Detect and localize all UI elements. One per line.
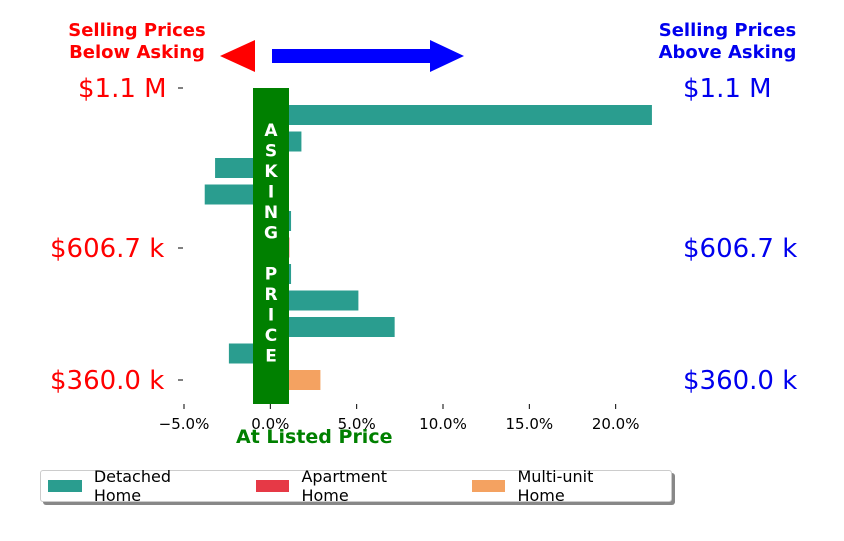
legend-swatch-detached	[48, 480, 82, 492]
bar-7	[270, 290, 359, 311]
asking-band-letter: N	[264, 203, 278, 223]
asking-band-letter: K	[264, 162, 278, 182]
legend-item-multi-unit: Multi-unit Home	[471, 467, 645, 505]
x-axis: −5.0% 0.0% 5.0% 10.0% 15.0% 20.0%	[159, 87, 640, 433]
left-arrow-icon	[220, 40, 255, 72]
x-tick-label: 15.0%	[506, 415, 554, 433]
listed-price-label: At Listed Price	[236, 426, 393, 448]
asking-band-rect	[253, 88, 289, 404]
asking-band-letter: S	[265, 142, 277, 162]
legend-swatch-apartment	[255, 480, 290, 492]
asking-band-letter: I	[268, 306, 274, 326]
legend-label-multi-unit: Multi-unit Home	[517, 467, 594, 505]
asking-band-letter: G	[264, 224, 278, 244]
legend: Detached Home Apartment Home Multi-unit …	[40, 467, 672, 505]
legend-item-detached: Detached Home	[48, 467, 223, 505]
price-label-left-mid: $606.7 k	[50, 234, 165, 264]
legend-label-apartment: Apartment Home	[301, 467, 388, 505]
asking-band-letter: E	[265, 347, 277, 367]
asking-band-letter: C	[265, 326, 277, 346]
price-label-right-bottom: $360.0 k	[683, 366, 798, 396]
x-tick-label: 5.0%	[338, 415, 376, 433]
header-below-asking: Selling Prices Below Asking	[68, 20, 206, 63]
bar-8	[270, 317, 395, 337]
legend-swatch-multi-unit	[471, 480, 506, 492]
legend-item-apartment: Apartment Home	[255, 467, 439, 505]
x-tick-label: 10.0%	[419, 415, 467, 433]
price-label-right-mid: $606.7 k	[683, 234, 798, 264]
direction-arrows	[220, 40, 464, 72]
asking-band-letter: P	[265, 265, 277, 285]
asking-band-letter: I	[268, 183, 274, 203]
legend-label-detached: Detached Home	[93, 467, 171, 505]
price-label-left-top: $1.1 M	[78, 74, 167, 104]
price-label-right-top: $1.1 M	[683, 74, 772, 104]
asking-band-letter: A	[264, 121, 278, 141]
right-arrow-icon	[272, 40, 464, 72]
x-tick-label: 0.0%	[251, 415, 289, 433]
x-tick-label: 20.0%	[592, 415, 640, 433]
bar-0	[270, 105, 652, 125]
header-above-asking: Selling Prices Above Asking	[658, 20, 797, 63]
asking-band-letter: R	[264, 285, 277, 305]
x-tick-label: −5.0%	[159, 415, 210, 433]
price-label-left-bottom: $360.0 k	[50, 366, 165, 396]
